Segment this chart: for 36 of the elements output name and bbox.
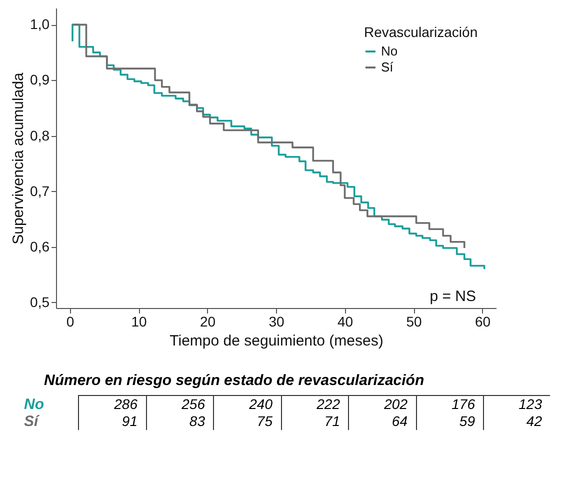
text: No [24, 396, 44, 413]
x-tick-label: 50 [406, 314, 422, 330]
text: 202 [348, 396, 416, 413]
text: 222 [281, 396, 348, 413]
y-tick-label: 0,9 [30, 72, 50, 88]
text: 75 [214, 413, 281, 430]
text: 240 [214, 396, 281, 413]
text: 286 [78, 396, 146, 413]
y-axis-title: Supervivencia acumulada [10, 72, 28, 244]
y-tick-label: 1,0 [30, 16, 50, 32]
annotation: p = NS [430, 288, 476, 305]
y-tick-label: 0,8 [30, 127, 50, 144]
text: 256 [146, 396, 214, 413]
text: 91 [78, 413, 146, 430]
text: 71 [281, 413, 348, 430]
text: Número en riesgo según estado de revascularización [44, 372, 426, 389]
text: 42 [484, 413, 550, 430]
x-tick-label: 0 [66, 314, 74, 330]
text: Sí [24, 413, 38, 430]
y-tick-label: 0,7 [30, 182, 50, 199]
text: 59 [416, 413, 484, 430]
x-tick-label: 20 [200, 314, 216, 330]
x-tick-label: 60 [474, 314, 491, 330]
text: 176 [416, 396, 484, 413]
text: 64 [348, 413, 416, 430]
legend-label: Sí [381, 60, 394, 74]
text: 83 [146, 413, 214, 430]
text: 123 [484, 396, 550, 413]
x-tick-label: 40 [337, 314, 354, 330]
x-tick-label: 30 [268, 314, 284, 330]
legend-label: No [381, 44, 398, 58]
y-tick-label: 0,5 [30, 294, 50, 310]
legend-title: Revascularización [364, 24, 478, 40]
y-tick-label: 0,6 [30, 238, 50, 254]
x-axis-title: Tiempo de seguimiento (meses) [170, 332, 384, 350]
x-tick-label: 10 [131, 314, 147, 330]
